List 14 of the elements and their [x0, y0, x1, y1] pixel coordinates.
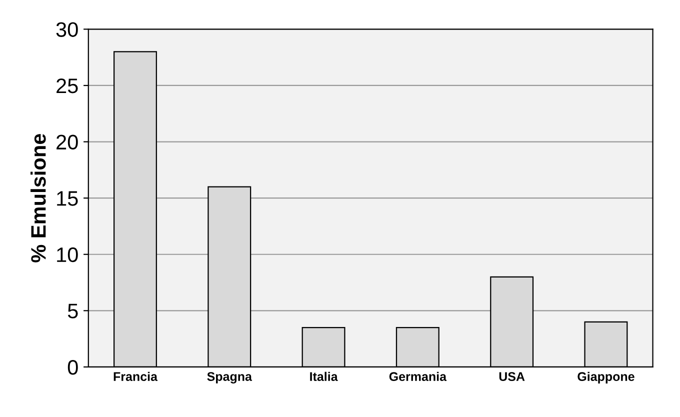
y-tick-label: 5 — [68, 304, 78, 318]
x-tick-label: Francia — [114, 372, 158, 382]
y-tick-label: 0 — [68, 360, 78, 375]
y-tick-label: 25 — [56, 78, 78, 94]
x-tick-label: USA — [499, 372, 525, 382]
y-tick-label: 10 — [57, 247, 78, 262]
x-tick-label: Italia — [310, 372, 338, 382]
y-tick-label: 30 — [56, 22, 78, 37]
y-tick-label: 15 — [57, 191, 78, 206]
x-tick-label: Germania — [389, 372, 447, 382]
y-tick-label: 20 — [56, 134, 78, 150]
x-tick-label: Spagna — [207, 372, 252, 384]
y-axis-title: % Emulsione — [30, 134, 46, 262]
x-tick-label: Giappone — [578, 372, 634, 384]
